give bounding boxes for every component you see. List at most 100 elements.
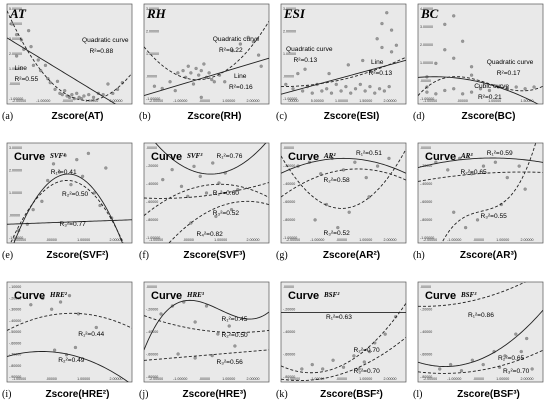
data-point: [195, 67, 198, 70]
x-axis-label: Zscore(HRE²): [46, 389, 110, 400]
y-tick-label: 1.00000: [146, 52, 159, 56]
y-tick-label: -.40000: [420, 182, 432, 186]
data-point: [348, 211, 351, 214]
y-tick-label: -.40000: [283, 182, 295, 186]
fit-annotation: R²=0.21: [478, 94, 502, 101]
fit-annotation: Line: [15, 65, 28, 72]
fit-annotation: R²=0.16: [229, 84, 253, 91]
data-point: [193, 165, 196, 168]
data-point: [202, 63, 205, 66]
y-tick-label: .00000: [283, 146, 294, 150]
data-point: [44, 64, 47, 67]
data-point: [434, 62, 437, 65]
fit-annotation: R₂²=0.50: [222, 332, 249, 339]
data-point: [363, 361, 366, 364]
data-point: [292, 87, 295, 90]
x-tick-label: -1.00000: [173, 377, 187, 381]
data-point: [81, 175, 84, 178]
x-tick-label: 1.50000: [359, 99, 372, 103]
x-tick-label: -1.00000: [310, 238, 324, 242]
panel-i: -.10000-.20000-.30000-.40000-.50000-.600…: [2, 282, 132, 400]
data-point: [380, 46, 383, 49]
fit-annotation: Cubic curve: [474, 83, 509, 90]
panel-c: 3.000002.000001.00000.00000-1.00000.0000…: [276, 4, 406, 122]
panel-title: Curve: [151, 151, 182, 163]
y-tick-label: -.20000: [420, 308, 432, 312]
data-point: [452, 211, 455, 214]
x-tick-label: 2.00000: [384, 377, 397, 381]
x-axis-label: Zscore(AT): [51, 111, 103, 122]
data-point: [211, 162, 214, 165]
data-point: [332, 359, 335, 362]
data-point: [104, 167, 107, 170]
data-point: [321, 367, 324, 370]
fit-annotation: R₄²=0.82: [197, 231, 224, 238]
y-tick-label: 2.00000: [283, 30, 296, 34]
panel-title-sub: HRE³: [186, 291, 205, 299]
x-tick-label: -1.00000: [36, 99, 50, 103]
x-tick-label: -2.00000: [149, 377, 163, 381]
x-tick-label: -1.00000: [12, 377, 26, 381]
data-point: [69, 183, 72, 186]
y-tick-label: -.10000: [9, 285, 21, 289]
data-point: [376, 165, 379, 168]
data-point: [300, 367, 303, 370]
fit-annotation: R²=0.55: [15, 76, 39, 83]
x-axis-label: Zscore(AR²): [323, 250, 380, 261]
y-tick-label: .00000: [420, 146, 431, 150]
fit-annotation: R₃²=0.52: [213, 210, 240, 217]
y-tick-label: -.50000: [9, 330, 21, 334]
data-point: [328, 72, 331, 75]
data-point: [494, 161, 497, 164]
panel-title: Curve: [14, 290, 45, 302]
x-tick-label: 1.00000: [77, 238, 90, 242]
data-point: [30, 45, 33, 48]
x-tick-label: .00000: [62, 99, 73, 103]
data-point: [95, 326, 98, 329]
data-point: [284, 83, 287, 86]
panel-title: Curve: [288, 151, 319, 163]
panel-label: (b): [139, 111, 151, 122]
fit-annotation: R₃²=0.55: [481, 213, 508, 220]
panel-label: (f): [139, 250, 149, 261]
y-tick-label: -.60000: [146, 353, 158, 357]
y-tick-label: -.80000: [420, 218, 432, 222]
data-point: [376, 37, 379, 40]
data-point: [213, 80, 216, 83]
x-tick-label: 1.00000: [222, 99, 235, 103]
data-point: [390, 50, 393, 53]
x-tick-label: 5.00000: [311, 99, 324, 103]
data-point: [260, 65, 263, 68]
fit-annotation: R₂²=0.60: [213, 190, 240, 197]
fit-annotation: R₁²=0.41: [51, 169, 77, 176]
data-point: [518, 165, 521, 168]
panel-k: .00000 -.20000 -.40000 -.60000 -.80000-2.000…: [276, 282, 406, 400]
data-point: [197, 74, 200, 77]
data-point: [524, 188, 527, 191]
y-tick-label: -.80000: [146, 218, 158, 222]
fit-annotation: Quadratic curve: [286, 46, 333, 53]
data-point: [470, 91, 473, 94]
panel-title: Curve: [14, 151, 45, 163]
x-tick-label: .00000: [183, 238, 194, 242]
data-point: [153, 85, 156, 88]
x-tick-label: 1.00000: [496, 377, 509, 381]
y-tick-label: 2.00000: [420, 43, 433, 47]
data-point: [176, 71, 179, 74]
panel-label: (a): [2, 111, 13, 122]
data-point: [470, 65, 473, 68]
data-point: [443, 48, 446, 51]
x-tick-label: .00000: [199, 377, 210, 381]
data-point: [434, 92, 437, 95]
x-tick-label: .00000: [473, 377, 484, 381]
y-tick-label: .00000: [146, 285, 157, 289]
data-point: [461, 40, 464, 43]
x-tick-label: -2.00000: [423, 238, 437, 242]
data-point: [50, 308, 53, 311]
y-tick-label: 3.00000: [420, 25, 433, 29]
data-point: [388, 85, 391, 88]
data-point: [301, 89, 304, 92]
data-point: [365, 176, 368, 179]
x-axis-label: Zscore(BC): [462, 111, 516, 122]
panel-label: (i): [2, 389, 11, 400]
